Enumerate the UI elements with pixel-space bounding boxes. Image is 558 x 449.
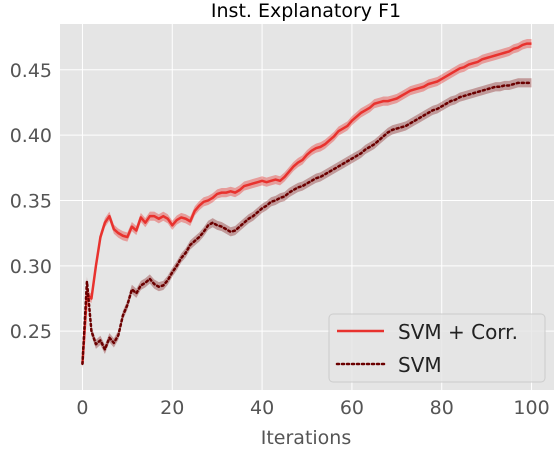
- y-tick-labels: 0.25 0.30 0.35 0.40 0.45: [10, 60, 52, 343]
- y-tick-label: 0.25: [10, 321, 52, 343]
- x-tick-label: 100: [513, 397, 549, 419]
- y-tick-label: 0.35: [10, 190, 52, 212]
- x-axis-label: Iterations: [261, 427, 352, 449]
- x-tick-label: 20: [160, 397, 184, 419]
- x-tick-label: 60: [340, 397, 364, 419]
- x-tick-labels: 0 20 40 60 80 100: [76, 397, 549, 419]
- series-line-0: [81, 42, 532, 364]
- grid-lines: [60, 24, 554, 390]
- series-line-1: [81, 81, 533, 366]
- legend-label-svm-corr: SVM + Corr.: [398, 320, 518, 344]
- y-tick-label: 0.30: [10, 256, 52, 278]
- x-tick-label: 0: [76, 397, 88, 419]
- y-tick-label: 0.45: [10, 60, 52, 82]
- legend-label-svm: SVM: [398, 353, 442, 377]
- chart-title: Inst. Explanatory F1: [211, 0, 401, 22]
- legend: SVM + Corr. SVM: [328, 313, 546, 383]
- series-lines: [81, 42, 533, 366]
- y-tick-label: 0.40: [10, 125, 52, 147]
- x-tick-label: 40: [250, 397, 274, 419]
- x-tick-label: 80: [430, 397, 454, 419]
